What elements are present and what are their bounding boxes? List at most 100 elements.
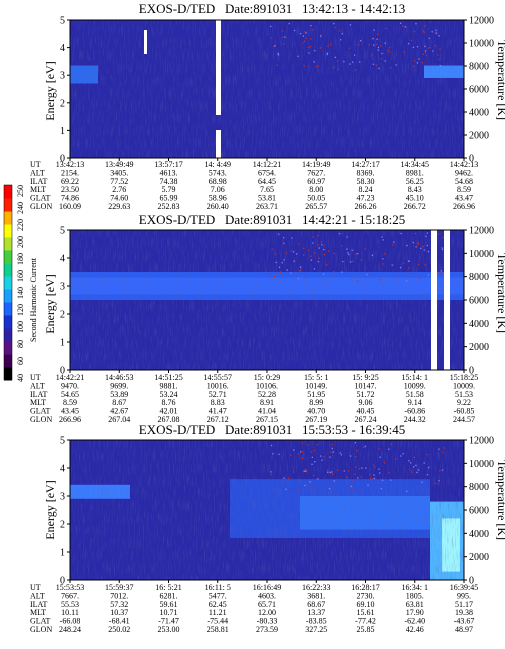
orbit-row-label: ILAT (30, 177, 47, 186)
speckle (304, 468, 306, 471)
orbit-row-label: GLAT (30, 407, 51, 416)
speckle (283, 477, 285, 479)
temperature-tick-label: 2000 (469, 131, 489, 142)
orbit-value: 8.76 (162, 398, 176, 407)
orbit-value: 43.45 (61, 407, 79, 416)
speckle (276, 64, 278, 66)
speckle (423, 462, 425, 464)
orbit-value: 58.96 (209, 194, 227, 203)
temperature-tick-label: 10000 (469, 459, 494, 470)
speckle (313, 449, 316, 452)
speckle (369, 478, 372, 480)
speckle (413, 65, 415, 67)
speckle (273, 275, 276, 278)
colorbar-tick-label: 180 (16, 253, 25, 265)
speckle (321, 243, 323, 246)
speckle (372, 464, 375, 466)
speckle (302, 42, 304, 44)
orbit-value: 15:53:53 (56, 583, 84, 592)
speckle (313, 268, 316, 270)
speckle (413, 456, 415, 459)
speckle (329, 456, 331, 458)
speckle (422, 53, 424, 56)
colorbar-tick-label: 80 (16, 340, 25, 348)
orbit-value: 14:46:53 (105, 373, 133, 382)
speckle (413, 466, 415, 468)
orbit-value: 14:34:45 (401, 160, 429, 169)
data-gap (216, 130, 221, 158)
orbit-value: 45.10 (406, 194, 424, 203)
energy-tick-label: 4 (60, 43, 65, 54)
speckle (400, 455, 402, 457)
orbit-value: 48.97 (455, 625, 473, 634)
speckle (360, 476, 363, 478)
speckle (371, 38, 373, 40)
orbit-value: 11.21 (209, 608, 227, 617)
orbit-value: 15:18:25 (450, 373, 478, 382)
orbit-value: 5477. (209, 591, 227, 600)
speckle (413, 60, 416, 62)
speckle (421, 61, 423, 64)
speckle (382, 239, 384, 241)
speckle (368, 43, 371, 46)
speckle (371, 254, 374, 256)
speckle (283, 242, 286, 245)
orbit-value: 57.32 (110, 600, 128, 609)
colorbar-label: Second Harmonic Current (29, 257, 38, 342)
orbit-value: 995. (457, 591, 471, 600)
speckle (329, 471, 332, 474)
speckle (317, 235, 319, 237)
speckle (375, 64, 377, 66)
orbit-row-label: GLON (30, 625, 52, 634)
orbit-value: 2154. (61, 168, 79, 177)
speckle (346, 236, 348, 238)
speckle (417, 242, 420, 244)
orbit-value: 16:16:49 (253, 583, 281, 592)
speckle (381, 236, 383, 238)
orbit-value: 13:42:13 (56, 160, 84, 169)
colorbar-swatch-10 (4, 237, 12, 251)
orbit-value: 9462. (455, 168, 473, 177)
orbit-value: 12.00 (258, 608, 276, 617)
orbit-value: 16:28:17 (351, 583, 379, 592)
orbit-value: 10009. (453, 381, 475, 390)
orbit-value: 15: 5: 1 (304, 373, 328, 382)
orbit-value: 229.63 (108, 202, 130, 211)
orbit-value: 60.97 (307, 177, 325, 186)
orbit-value: 10.37 (110, 608, 128, 617)
speckle (339, 30, 341, 32)
speckle (417, 469, 420, 471)
speckle (364, 248, 366, 250)
speckle (309, 481, 311, 483)
speckle (273, 45, 275, 48)
speckle (402, 453, 404, 455)
orbit-value: 8.67 (112, 398, 126, 407)
speckle (406, 490, 408, 493)
speckle (339, 452, 341, 454)
speckle (319, 47, 322, 49)
orbit-value: 253.00 (158, 625, 180, 634)
speckle (434, 482, 436, 485)
speckle (414, 232, 417, 235)
speckle (281, 262, 283, 264)
orbit-value: 14:42:21 (56, 373, 84, 382)
speckle (331, 447, 333, 450)
speckle (390, 443, 392, 445)
speckle (312, 236, 314, 238)
speckle (392, 244, 394, 246)
panel-2-orbit-table: UT 14:42:21 14:46:53 14:51:25 14:55:57 15: 0:… (30, 370, 478, 424)
speckle (317, 244, 319, 246)
spectrogram-panel-1: EXOS-D/TED Date:891031 13:42:13 - 14:42:… (30, 1, 505, 211)
speckle (411, 471, 413, 473)
orbit-value: -68.41 (109, 617, 130, 626)
orbit-row-label: GLON (30, 415, 52, 424)
speckle (384, 60, 386, 62)
orbit-value: 9470. (61, 381, 79, 390)
speckle (437, 233, 439, 235)
speckle (312, 29, 314, 31)
speckle (333, 480, 335, 482)
orbit-value: 42.46 (406, 625, 424, 634)
colorbar-swatches (3, 184, 13, 381)
speckle (427, 251, 430, 253)
orbit-row-label: UT (30, 160, 41, 169)
